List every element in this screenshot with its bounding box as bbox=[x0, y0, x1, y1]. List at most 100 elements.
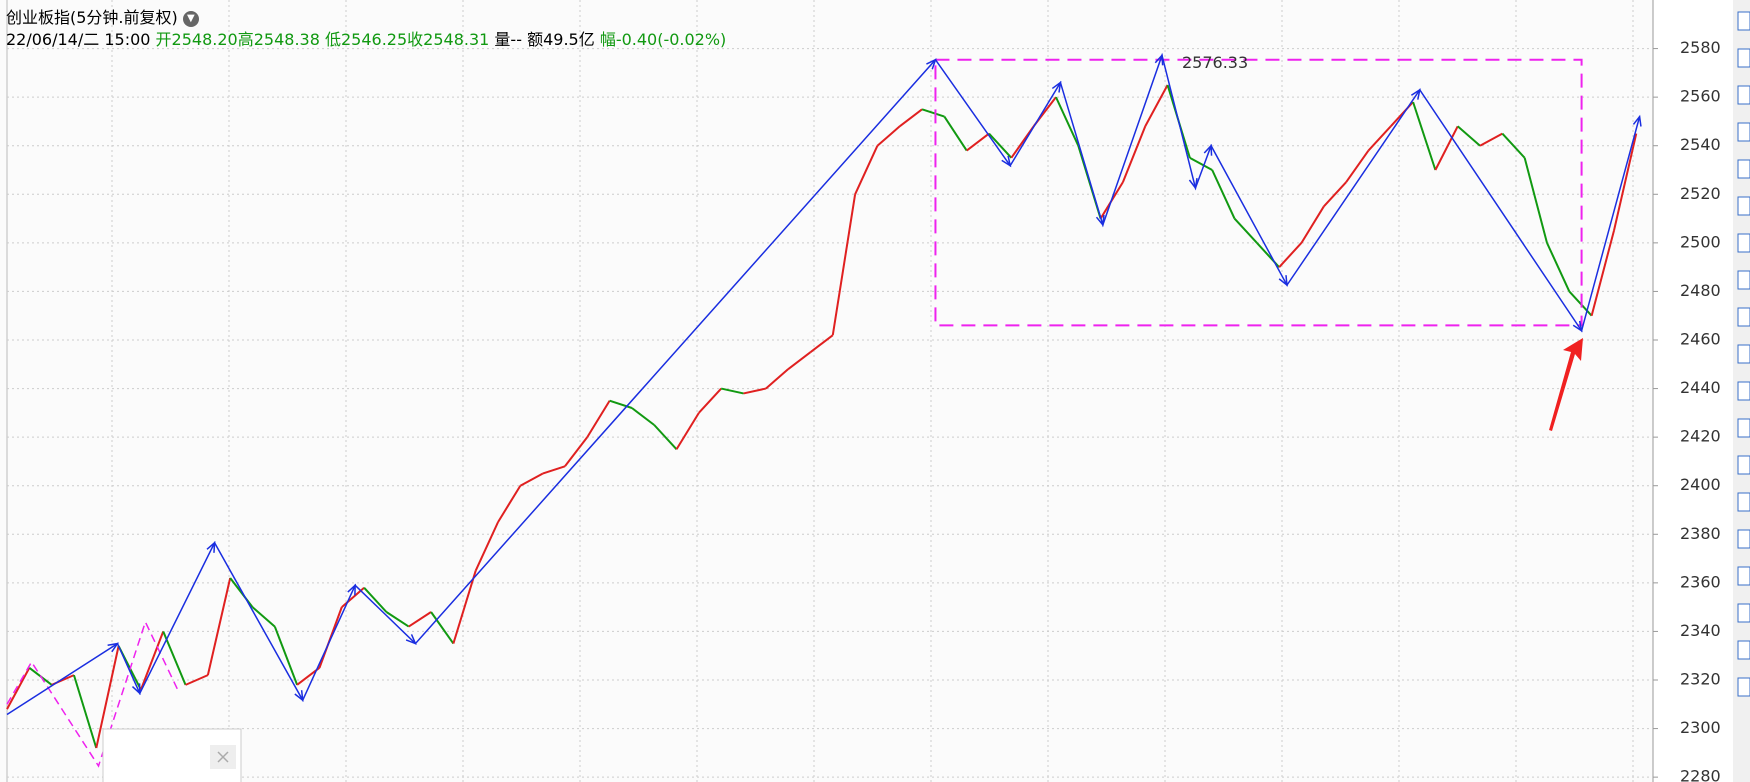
toolbar-icons bbox=[1737, 11, 1750, 697]
tool-icon bbox=[1737, 48, 1750, 68]
price-segment bbox=[1457, 125, 1481, 147]
tool-icon bbox=[1737, 307, 1750, 327]
price-segment bbox=[1144, 84, 1169, 127]
zigzag-arrowhead bbox=[107, 642, 120, 653]
zigzag-arrowhead bbox=[1051, 80, 1062, 93]
price-segment bbox=[1523, 157, 1548, 244]
price-segment bbox=[273, 626, 299, 686]
y-tick-label: 2460 bbox=[1680, 330, 1721, 349]
price-segment bbox=[408, 611, 432, 628]
price-segment bbox=[653, 424, 678, 450]
dropdown[interactable]: ▼ bbox=[182, 10, 199, 27]
y-tick-label: 2340 bbox=[1680, 621, 1721, 640]
zigzag-arrowhead bbox=[1632, 114, 1642, 127]
tool-icon bbox=[1737, 640, 1750, 660]
zigzag-arrowhead bbox=[1188, 177, 1198, 190]
price-segment bbox=[1546, 242, 1571, 292]
y-tick-label: 2540 bbox=[1680, 135, 1721, 154]
title-row: 创业板指(5分钟.前复权) ▼ bbox=[6, 4, 199, 28]
zigzag-arrowhead bbox=[1278, 275, 1288, 287]
price-segment bbox=[95, 645, 120, 749]
price-segment bbox=[452, 570, 477, 644]
price-segment bbox=[1323, 181, 1347, 208]
zigzag-arrowhead bbox=[1203, 143, 1213, 156]
price-segment bbox=[831, 194, 857, 336]
price-segment bbox=[1055, 96, 1080, 147]
tool-icon bbox=[1737, 85, 1750, 105]
price-segment bbox=[385, 611, 410, 628]
y-tick-label: 2320 bbox=[1680, 670, 1721, 689]
price-segment bbox=[6, 667, 31, 710]
tool-icon bbox=[1737, 381, 1750, 401]
price-segment bbox=[1189, 156, 1213, 171]
price-segment bbox=[1501, 132, 1526, 159]
price-segment bbox=[1233, 217, 1258, 244]
title: 创业板指(5分钟.前复权) bbox=[6, 8, 178, 27]
range-box bbox=[934, 58, 1583, 327]
date: 22/06/14/二 15:00 bbox=[6, 30, 151, 49]
price-segment bbox=[631, 407, 655, 426]
info-row: 22/06/14/二 15:00 开2548.20高2548.38 低2546.… bbox=[6, 26, 726, 50]
zigzag-arrowhead bbox=[1095, 214, 1105, 227]
zigzag-arrowhead bbox=[1154, 53, 1164, 66]
tool-icon bbox=[1737, 122, 1750, 142]
price-segment bbox=[698, 387, 722, 414]
price-segment bbox=[675, 412, 700, 450]
marks: 2576.33 bbox=[6, 52, 1642, 768]
price-segment bbox=[185, 674, 209, 686]
price-segment bbox=[251, 606, 276, 628]
zigzag-arrowhead bbox=[347, 583, 356, 596]
price-segment bbox=[1412, 101, 1437, 171]
zigzag-arrowhead bbox=[405, 634, 417, 645]
zigzag-arrowhead bbox=[926, 58, 937, 70]
price-segment bbox=[876, 125, 901, 147]
price-segment bbox=[229, 577, 254, 608]
zigzag-line bbox=[6, 52, 1641, 716]
zigzag-arrowhead bbox=[131, 683, 141, 696]
price-segment bbox=[988, 132, 1013, 159]
tool-icon bbox=[1737, 677, 1750, 697]
price-segment bbox=[1345, 149, 1370, 183]
price-segment bbox=[1568, 290, 1593, 317]
plot-bg bbox=[0, 0, 1653, 782]
y-tick-label: 2480 bbox=[1680, 281, 1721, 300]
open: 开2548.20 bbox=[155, 30, 238, 49]
zigzag-arrowhead bbox=[206, 541, 216, 553]
zigzag-arrowhead bbox=[1001, 155, 1012, 168]
price-segment bbox=[921, 108, 945, 118]
y-tick-label: 2440 bbox=[1680, 378, 1721, 397]
tool-icon bbox=[1737, 344, 1750, 364]
price-segment bbox=[474, 521, 499, 572]
y-tick-label: 2560 bbox=[1680, 87, 1721, 106]
price-segment bbox=[1479, 132, 1503, 147]
y-tick-label: 2360 bbox=[1680, 572, 1721, 591]
price-segment bbox=[1612, 133, 1638, 231]
price-segment bbox=[1278, 242, 1303, 268]
price-segment bbox=[1590, 230, 1615, 316]
price-segment bbox=[1367, 125, 1392, 152]
y-tick-label: 2380 bbox=[1680, 524, 1721, 543]
amount: 额49.5亿 bbox=[527, 30, 595, 49]
price-segment bbox=[966, 132, 990, 152]
zigzag-arrowhead bbox=[1410, 88, 1421, 100]
price-segment bbox=[943, 116, 968, 152]
red-arrow bbox=[1549, 338, 1583, 431]
price-segment bbox=[1211, 169, 1236, 219]
zigzag-arrowhead bbox=[1572, 320, 1583, 333]
price-segment bbox=[743, 387, 767, 395]
tool-icon bbox=[1737, 233, 1750, 253]
change: 幅-0.40(-0.02%) bbox=[599, 30, 727, 49]
price-segment bbox=[586, 400, 611, 438]
price-segment bbox=[1122, 125, 1147, 183]
tool-icon bbox=[1737, 196, 1750, 216]
y-tick-label: 2300 bbox=[1680, 718, 1721, 737]
price-segment bbox=[1434, 125, 1459, 171]
y-tick-label: 2420 bbox=[1680, 427, 1721, 446]
y-tick-label: 2500 bbox=[1680, 232, 1721, 251]
price-segment bbox=[787, 351, 812, 370]
popup bbox=[102, 728, 242, 782]
price-segment bbox=[519, 472, 544, 487]
tool-icon bbox=[1737, 529, 1750, 549]
tool-icon bbox=[1737, 270, 1750, 290]
